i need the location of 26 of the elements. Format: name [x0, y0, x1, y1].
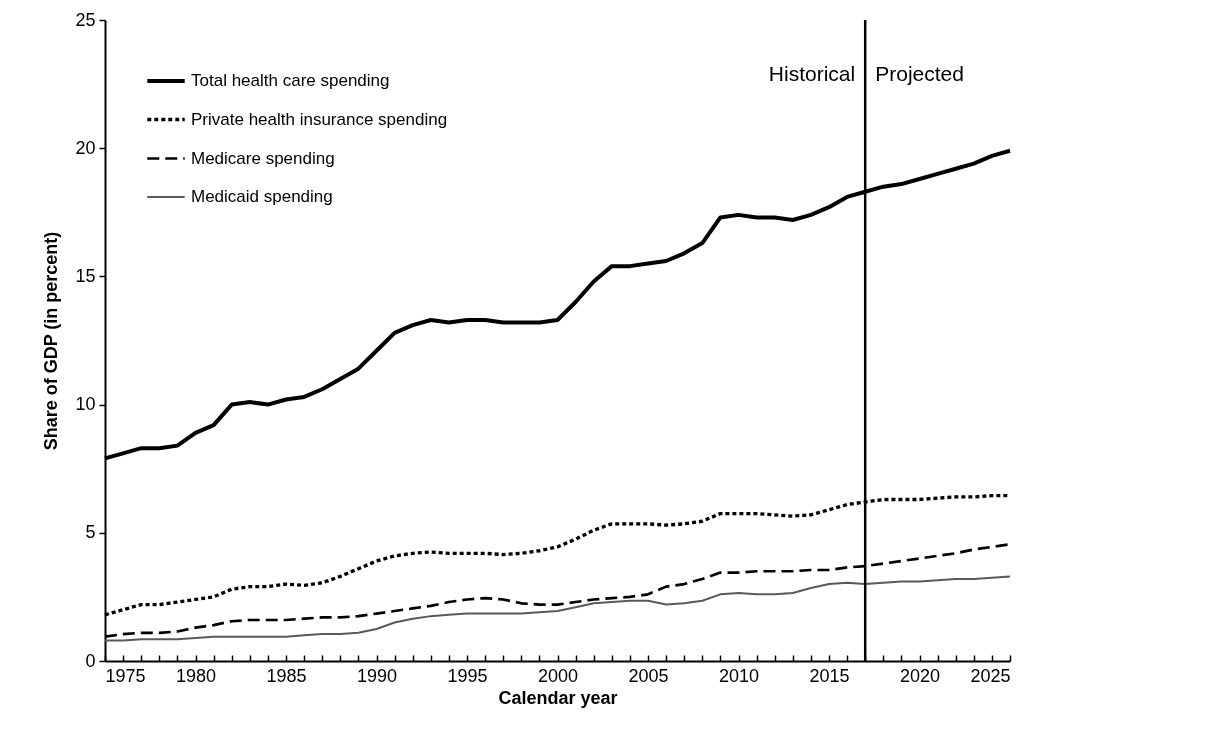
x-tick-label: 2000: [537, 665, 579, 686]
legend-label: Total health care spending: [191, 71, 390, 90]
x-tick-label: 2010: [718, 665, 760, 686]
annotation: Historical: [768, 62, 856, 85]
y-tick-label: 25: [75, 9, 96, 30]
x-tick-label: 2025: [970, 665, 1011, 686]
y-tick-label: 0: [85, 650, 96, 671]
x-axis-title: Calendar year: [498, 687, 618, 708]
legend-label: Medicare spending: [191, 148, 335, 168]
x-tick-label: 1980: [175, 665, 217, 686]
x-tick-label: 2015: [809, 665, 850, 686]
legend-label: Medicaid spending: [191, 187, 333, 206]
x-tick-label: 1985: [266, 665, 307, 686]
x-tick-label: 2005: [628, 665, 669, 686]
x-tick-label: 1990: [356, 665, 398, 686]
x-tick-label: 2020: [899, 665, 941, 686]
legend-label: Private health insurance spending: [191, 109, 448, 129]
y-tick-label: 5: [85, 522, 96, 543]
line-series: [104, 575, 1011, 642]
y-tick-label: 15: [75, 265, 96, 286]
x-tick-label: 1995: [447, 665, 488, 686]
y-axis-title: Share of GDP (in percent): [41, 231, 62, 451]
x-tick-label: 1975: [105, 665, 146, 686]
y-tick-label: 20: [75, 137, 96, 158]
annotation: Projected: [875, 62, 964, 85]
y-tick-label: 10: [75, 394, 96, 415]
